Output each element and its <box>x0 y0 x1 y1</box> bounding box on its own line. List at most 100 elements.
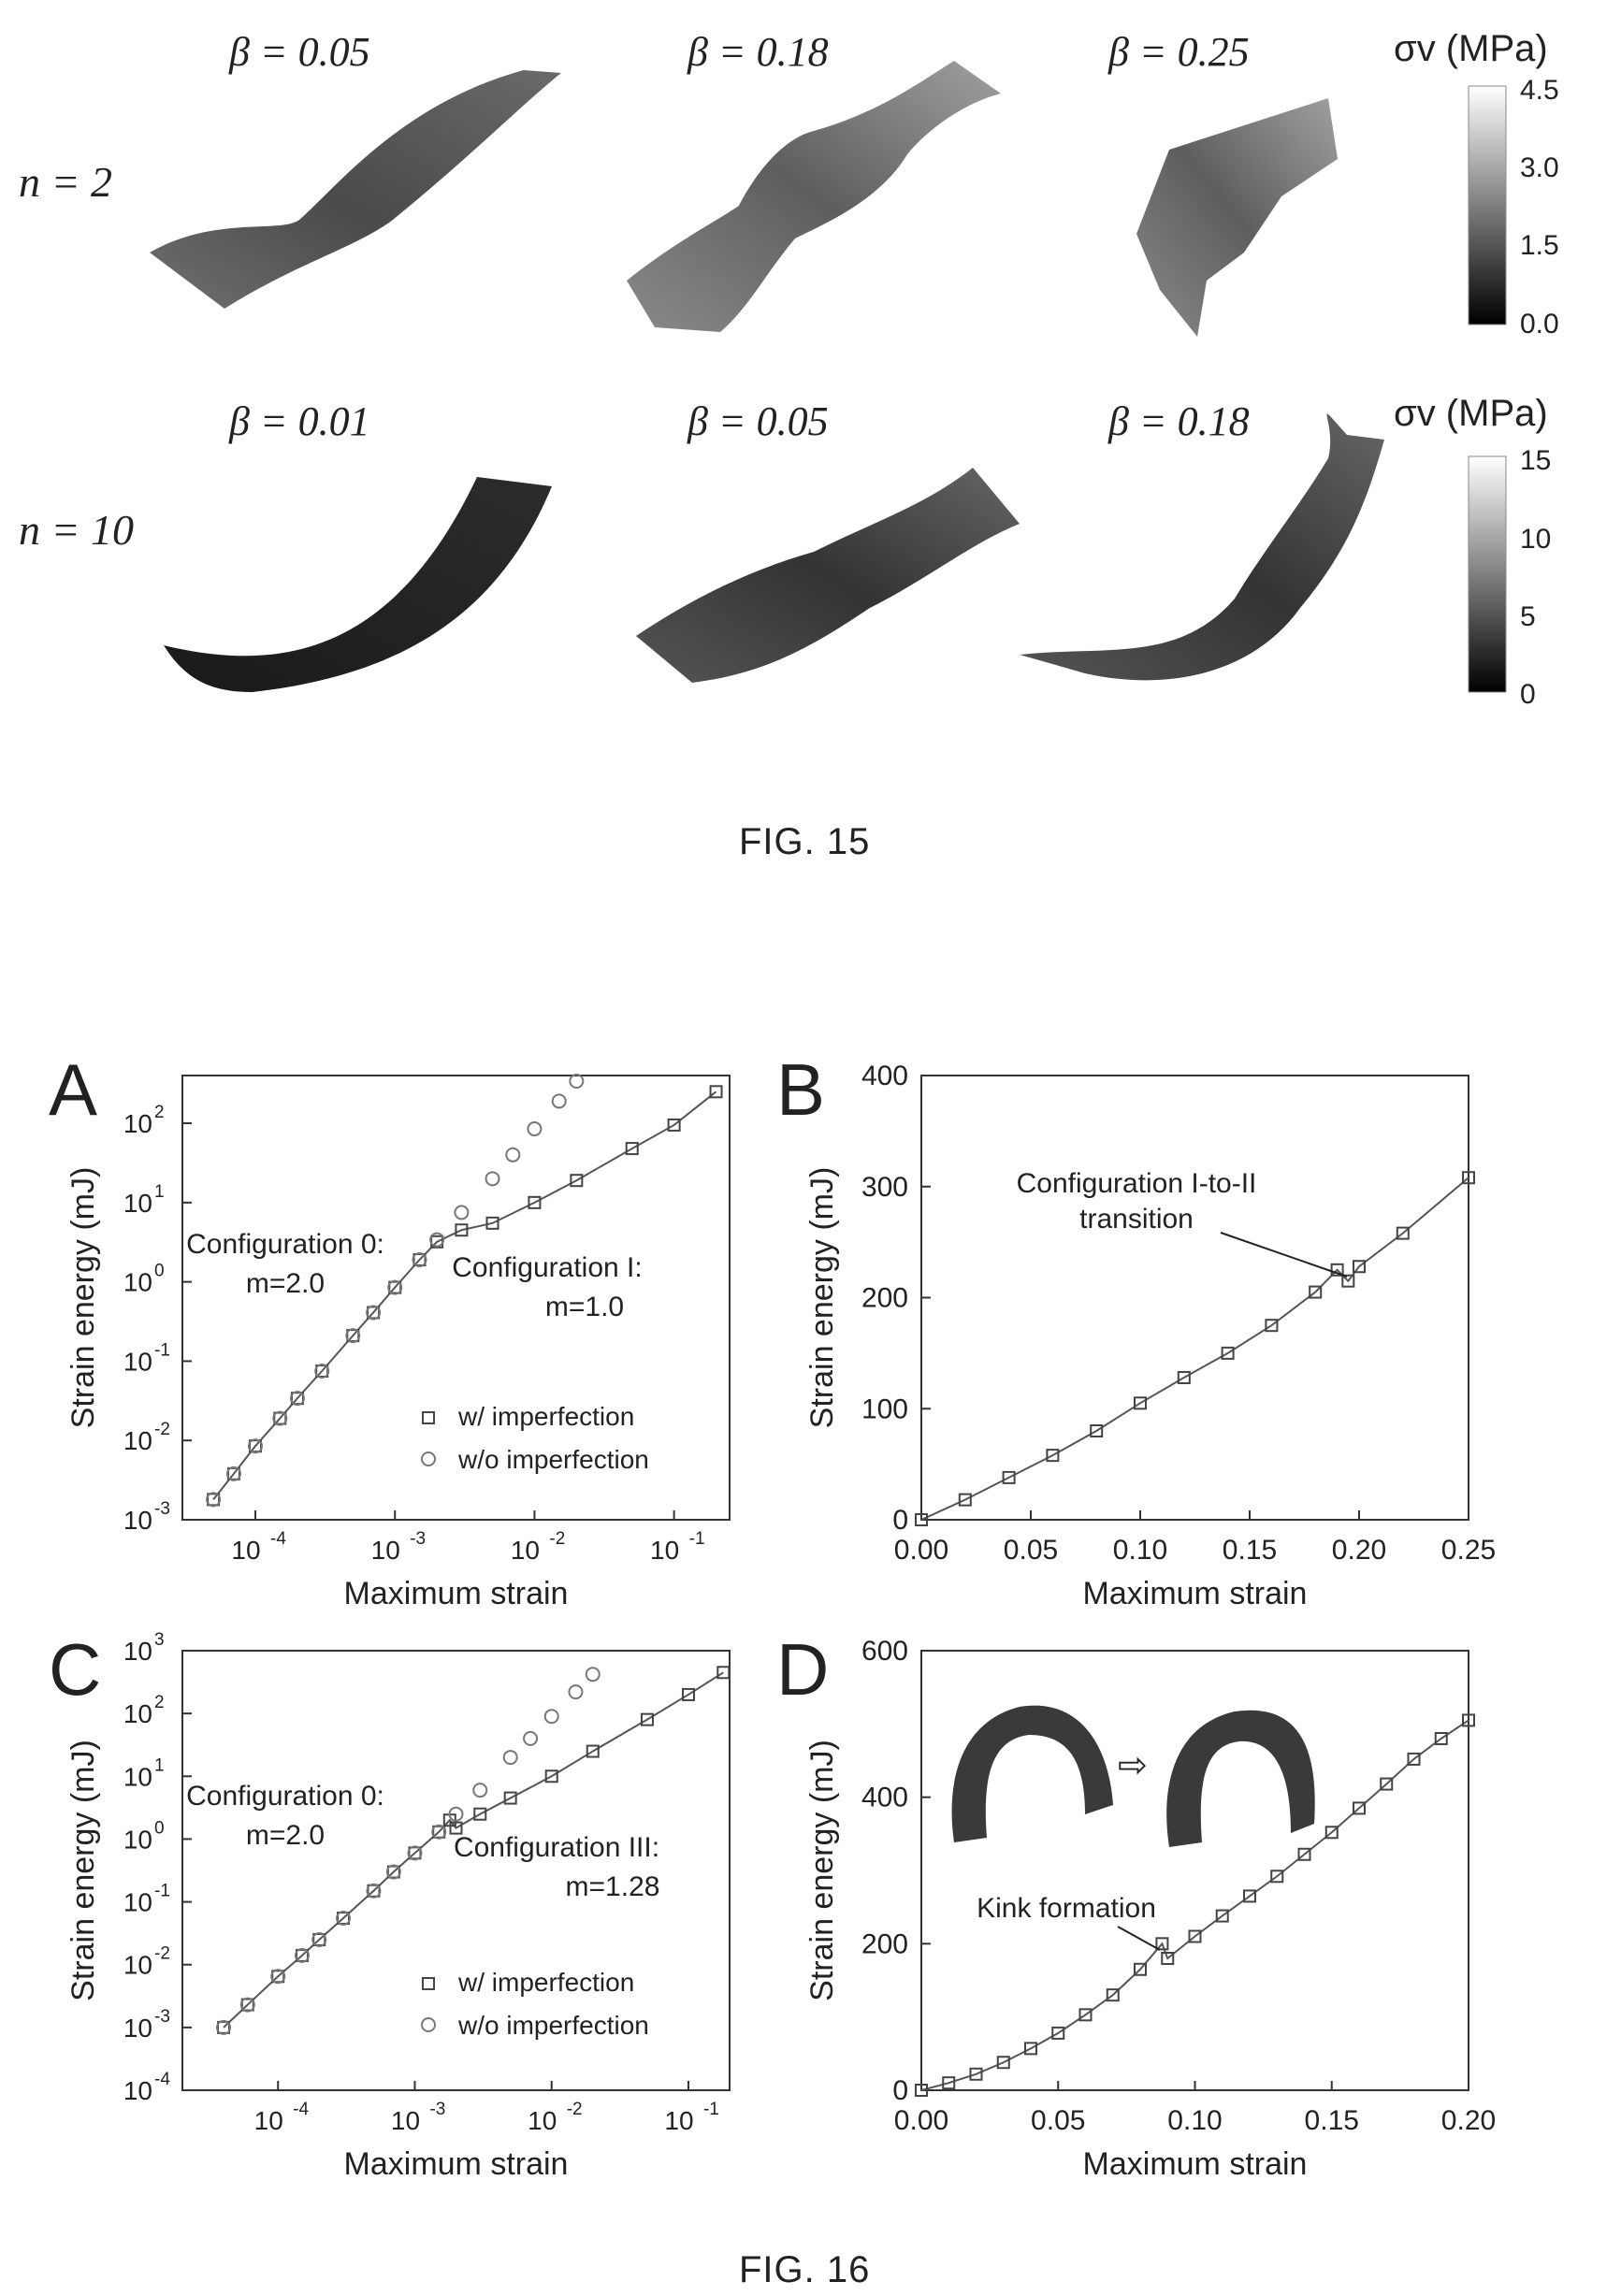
plot-frame-b <box>920 1075 1469 1521</box>
data-point-square <box>485 1216 499 1230</box>
data-point-square <box>1215 1909 1229 1923</box>
y-tick-label: 0 <box>892 1505 908 1536</box>
x-tick-exponent: -2 <box>549 1529 565 1549</box>
y-axis-label: Strain energy (mJ) <box>804 1167 840 1429</box>
data-point-square <box>1002 1470 1016 1484</box>
y-tick-label: 10 <box>123 1347 152 1376</box>
data-point-square <box>681 1687 695 1701</box>
y-tick-exponent: -3 <box>154 2007 170 2027</box>
y-tick-label: 100 <box>861 1393 908 1424</box>
plot-frame-a <box>181 1075 731 1521</box>
data-point-square <box>1434 1732 1448 1745</box>
y-tick-exponent: 0 <box>154 1818 165 1838</box>
data-point-circle <box>387 1279 403 1295</box>
x-tick-label: 0.10 <box>1113 1535 1167 1566</box>
data-point-square <box>1078 2008 1093 2022</box>
beta-label-r2-c1: β = 0.01 <box>229 398 370 444</box>
series-line <box>223 1671 724 2029</box>
data-point-square <box>915 1513 928 1526</box>
n-label-row1: n = 2 <box>19 158 113 206</box>
legend-marker-circle <box>421 1451 436 1466</box>
data-point-circle <box>502 1750 518 1766</box>
data-point-circle <box>345 1328 361 1344</box>
data-point-square <box>455 1223 469 1237</box>
data-point-square <box>1051 2026 1065 2040</box>
data-point-square <box>1024 2042 1037 2056</box>
y-axis-label: Strain energy (mJ) <box>65 1167 101 1429</box>
data-point-circle <box>248 1438 264 1454</box>
data-point-circle <box>407 1845 423 1861</box>
panel-letter-b: B <box>776 1048 826 1131</box>
panel-letter-a: A <box>49 1048 98 1131</box>
y-tick-label: 10 <box>123 1426 152 1455</box>
data-point-circle <box>216 2019 232 2035</box>
data-point-square <box>1309 1285 1323 1299</box>
colorbar-2-tick: 15 <box>1520 445 1552 476</box>
x-tick-label: 10 <box>511 1536 540 1565</box>
data-point-circle <box>311 1931 327 1947</box>
x-tick-label: 10 <box>650 1536 679 1565</box>
y-tick-label: 600 <box>861 1636 908 1667</box>
y-tick-label: 10 <box>123 1699 152 1728</box>
series-line <box>920 1719 1469 2091</box>
data-point-circle <box>505 1147 521 1162</box>
x-tick-label: 0.20 <box>1441 2105 1496 2136</box>
data-point-circle <box>527 1121 543 1137</box>
data-point-circle <box>523 1730 539 1746</box>
data-point-circle <box>551 1093 567 1109</box>
y-tick-exponent: 1 <box>154 1755 165 1775</box>
x-tick-label: 10 <box>371 1536 400 1565</box>
data-point-square <box>667 1118 681 1132</box>
annotation-slope0-a: m=2.0 <box>246 1268 325 1299</box>
data-point-circle <box>568 1684 584 1700</box>
colorbar-2 <box>1468 455 1507 693</box>
annotation-slope1-a: m=1.0 <box>545 1292 624 1322</box>
y-tick-label: 200 <box>861 1283 908 1314</box>
data-point-circle <box>336 1911 352 1927</box>
y-tick-exponent: -4 <box>154 2070 170 2089</box>
data-point-circle <box>429 1232 445 1248</box>
x-tick-label: 10 <box>391 2106 420 2135</box>
data-point-square <box>1380 1777 1394 1791</box>
y-tick-label: 10 <box>123 1506 152 1535</box>
data-point-circle <box>206 1492 222 1508</box>
data-point-square <box>958 1493 972 1507</box>
colorbar-1-tick: 0.0 <box>1520 309 1559 339</box>
data-point-square <box>625 1142 639 1156</box>
data-point-square <box>1330 1263 1344 1277</box>
colorbar-1 <box>1468 85 1507 325</box>
colorbar-1-tick: 1.5 <box>1520 230 1559 261</box>
legend-marker-square <box>422 1411 435 1424</box>
data-point-circle <box>366 1305 382 1321</box>
data-point-square <box>1046 1449 1060 1463</box>
data-point-circle <box>270 1969 286 1985</box>
ribbon-r1-c3 <box>1136 98 1338 337</box>
y-axis-label: Strain energy (mJ) <box>804 1740 840 2001</box>
data-point-square <box>1396 1226 1410 1240</box>
data-point-square <box>1155 1937 1169 1951</box>
data-point-square <box>915 2084 928 2097</box>
y-tick-label: 10 <box>123 1268 152 1297</box>
data-point-circle <box>454 1205 470 1220</box>
panel-letter-d: D <box>776 1628 830 1711</box>
fig15-ribbons <box>150 61 1507 693</box>
y-tick-exponent: -3 <box>154 1499 170 1519</box>
data-point-square <box>586 1744 600 1758</box>
x-tick-label: 0.25 <box>1441 1535 1496 1566</box>
colorbar-2-tick: 5 <box>1520 601 1536 632</box>
data-point-circle <box>412 1251 427 1267</box>
annotation-kink-d: Kink formation <box>977 1893 1156 1924</box>
data-point-square <box>996 2056 1010 2070</box>
x-tick-exponent: -1 <box>703 2100 719 2119</box>
beta-label-r2-c2: β = 0.05 <box>687 398 829 444</box>
kink-inset: ⇨ <box>951 1705 1315 1847</box>
data-point-circle <box>472 1783 488 1798</box>
x-axis-label: Maximum strain <box>344 2146 569 2182</box>
data-point-square <box>969 2067 983 2081</box>
x-tick-label: 10 <box>254 2106 283 2135</box>
data-point-circle <box>485 1171 500 1187</box>
x-tick-label: 0.10 <box>1167 2105 1222 2136</box>
y-tick-exponent: 1 <box>154 1182 165 1202</box>
data-point-square <box>1134 1962 1147 1976</box>
